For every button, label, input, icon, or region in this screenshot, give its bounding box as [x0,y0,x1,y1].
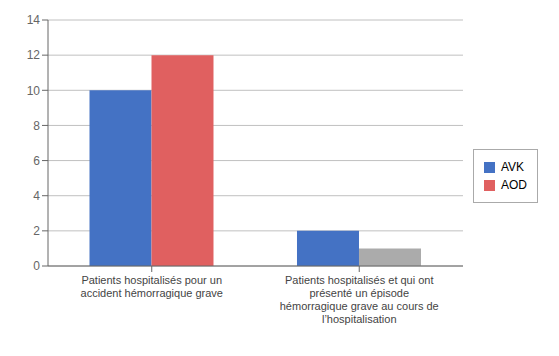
svg-text:10: 10 [27,84,41,98]
svg-text:2: 2 [33,224,40,238]
svg-text:4: 4 [33,189,40,203]
svg-text:Patients hospitalisés pour una: Patients hospitalisés pour unaccident hé… [81,274,223,299]
svg-text:8: 8 [33,119,40,133]
svg-text:Patients hospitalisés et qui o: Patients hospitalisés et qui ontprésenté… [280,274,439,325]
html-text:AOD: AOD [501,178,527,192]
svg-text:6: 6 [33,154,40,168]
svg-text:14: 14 [27,13,41,27]
html-text:AVK: AVK [501,160,525,174]
svg-text:0: 0 [33,259,40,273]
svg-text:12: 12 [27,48,41,62]
